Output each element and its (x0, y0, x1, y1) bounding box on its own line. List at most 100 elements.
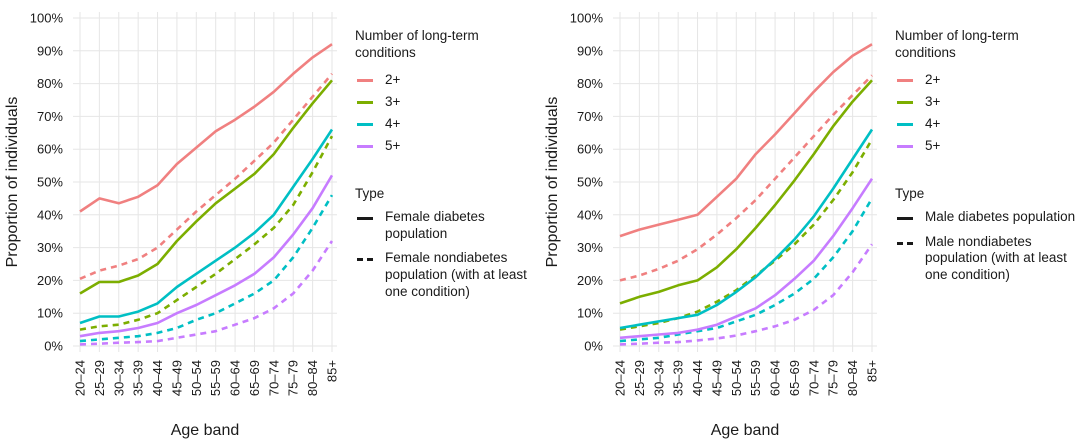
legend-label: 4+ (385, 116, 401, 132)
x-tick-label: 80–84 (305, 360, 320, 396)
male-panel: 0% 10% 20% 30% 40% 50% 60% 70% 80% 90% 100% 20–24 25… (540, 0, 1080, 439)
male-chart: 0% 10% 20% 30% 40% 50% 60% 70% 80% 90% 100% 20–24 25… (544, 11, 880, 439)
legend-dashed-key (357, 258, 373, 262)
legend-entry-5plus: 5+ (355, 136, 540, 158)
y-tick-label: 40% (37, 207, 63, 222)
x-tick-label: 40–44 (150, 360, 165, 396)
x-tick-label: 80–84 (845, 360, 860, 396)
x-tick-label: 45–49 (169, 360, 184, 396)
x-tick-label: 30–34 (111, 360, 126, 396)
y-tick-label: 30% (37, 240, 63, 255)
legend-entry-4plus: 4+ (895, 114, 1080, 136)
y-tick-label: 100% (570, 11, 604, 26)
female-legend: Number of long-term conditions 2+ 3+ 4+ … (355, 28, 540, 309)
series-line-nondiabetes-4plus (619, 197, 874, 343)
legend-key (357, 123, 373, 127)
series-line-diabetes-3plus (79, 79, 333, 295)
legend-key (357, 145, 373, 149)
legend-type-label: Male nondiabetes population (with at lea… (925, 233, 1067, 283)
legend-type-title: Type (355, 185, 385, 201)
y-tick-label: 100% (30, 11, 64, 26)
legend-key (897, 79, 913, 83)
y-tick-label: 30% (577, 240, 603, 255)
x-tick-label: 55–59 (748, 360, 763, 396)
y-axis-title: Proportion of individuals (544, 97, 561, 268)
x-tick-label: 70–74 (266, 360, 281, 396)
legend-key (897, 123, 913, 127)
y-tick-label: 20% (577, 273, 603, 288)
legend-entry-2plus: 2+ (895, 70, 1080, 92)
x-tick-label: 35–39 (671, 360, 686, 396)
series-line-diabetes-2plus (619, 43, 873, 238)
legend-key (357, 101, 373, 105)
y-tick-label: 0% (584, 339, 603, 354)
legend-key (897, 101, 913, 105)
y-tick-label: 20% (37, 273, 63, 288)
x-tick-label: 50–54 (729, 360, 744, 396)
x-tick-label: 20–24 (73, 360, 88, 396)
y-tick-label: 50% (37, 175, 63, 190)
series-line-diabetes-4plus (79, 128, 334, 325)
legend-dashed-key (897, 241, 913, 245)
x-tick-label: 75–79 (826, 360, 841, 396)
legend-type-label: Female nondiabetes population (with at l… (385, 250, 527, 300)
legend-type-dashed: Male nondiabetes population (with at lea… (895, 234, 1080, 285)
legend-label: 3+ (925, 94, 941, 110)
legend-solid-key (357, 216, 373, 220)
x-axis-title: Age band (711, 422, 780, 439)
x-axis-title: Age band (171, 422, 240, 439)
legend-entry-3plus: 3+ (355, 92, 540, 114)
legend-entry-2plus: 2+ (355, 70, 540, 92)
x-tick-label: 30–34 (651, 360, 666, 396)
x-tick-label: 85+ (325, 360, 340, 382)
x-tick-label: 60–64 (228, 360, 243, 396)
series-line-nondiabetes-3plus (619, 138, 874, 331)
legend-label: 3+ (385, 94, 401, 110)
x-tick-label: 65–69 (247, 360, 262, 396)
series-line-diabetes-5plus (79, 174, 334, 338)
legend-solid-key (897, 216, 913, 220)
x-tick-label: 40–44 (690, 360, 705, 396)
x-tick-label: 25–29 (632, 360, 647, 396)
x-tick-label: 45–49 (709, 360, 724, 396)
y-tick-label: 70% (37, 109, 63, 124)
legend-key (357, 79, 373, 83)
legend-label: 5+ (385, 138, 401, 154)
y-tick-label: 40% (577, 207, 603, 222)
x-tick-label: 65–69 (787, 360, 802, 396)
y-tick-label: 80% (577, 76, 603, 91)
legend-type-label: Female diabetes population (385, 208, 485, 241)
series-line-diabetes-3plus (619, 79, 873, 305)
legend-type-title: Type (895, 185, 925, 201)
legend-entry-4plus: 4+ (355, 114, 540, 136)
y-tick-label: 80% (37, 76, 63, 91)
male-legend: Number of long-term conditions 2+ 3+ 4+ … (895, 28, 1080, 292)
x-tick-label: 35–39 (131, 360, 146, 396)
y-tick-label: 0% (44, 339, 63, 354)
y-tick-label: 90% (37, 43, 63, 58)
legend-type-label: Male diabetes population (925, 208, 1076, 224)
series-line-nondiabetes-5plus (619, 243, 874, 346)
legend-label: 5+ (925, 138, 941, 154)
legend-type-solid: Male diabetes population (895, 209, 1080, 226)
legend-label: 2+ (385, 72, 401, 88)
series-line-nondiabetes-4plus (79, 194, 334, 343)
x-tick-label: 50–54 (189, 360, 204, 396)
legend-label: 4+ (925, 116, 941, 132)
y-tick-label: 60% (577, 142, 603, 157)
legend-color-title: Number of long-term conditions (355, 28, 479, 60)
series-line-nondiabetes-5plus (79, 240, 334, 346)
x-tick-label: 20–24 (613, 360, 628, 396)
series-line-diabetes-2plus (79, 43, 333, 213)
y-tick-label: 90% (577, 43, 603, 58)
y-tick-label: 10% (577, 306, 603, 321)
legend-color-title: Number of long-term conditions (895, 28, 1019, 60)
female-panel: 0% 10% 20% 30% 40% 50% 60% 70% 80% 90% 100% 20–24 25… (4, 11, 540, 439)
legend-type-solid: Female diabetes population (355, 209, 540, 243)
legend-entry-5plus: 5+ (895, 136, 1080, 158)
legend-label: 2+ (925, 72, 941, 88)
x-tick-label: 70–74 (806, 360, 821, 396)
series-line-diabetes-5plus (619, 177, 874, 340)
female-chart: 0% 10% 20% 30% 40% 50% 60% 70% 80% 90% 100% 20–24 25… (4, 11, 340, 439)
series-line-diabetes-4plus (619, 128, 874, 330)
